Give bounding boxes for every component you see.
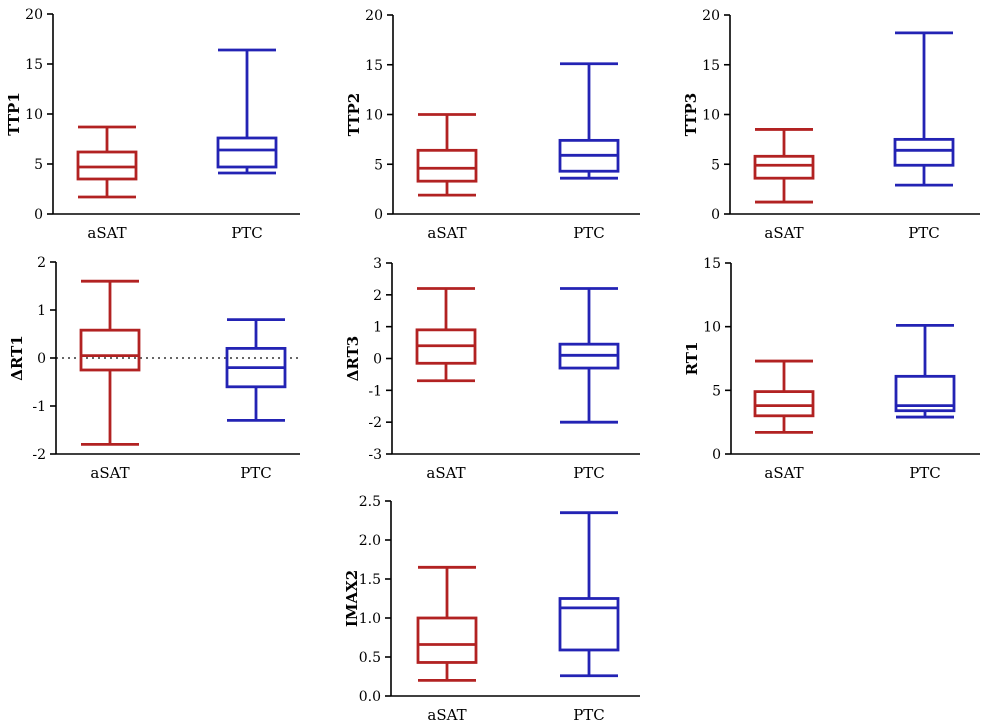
y-tick-label: 10: [365, 108, 383, 124]
y-tick-label: 0: [712, 447, 721, 463]
y-tick-label: 2: [37, 255, 46, 271]
y-tick-label: 5: [711, 157, 720, 173]
y-tick-label: 5: [712, 383, 721, 399]
y-tick-label: 0.5: [359, 650, 381, 666]
y-tick-label: 0: [711, 207, 720, 223]
y-tick-label: 0.0: [359, 689, 381, 705]
box-ptc: [894, 323, 956, 419]
y-tick-label: 2: [373, 288, 382, 304]
y-axis-label: ΔRT1: [8, 335, 26, 380]
category-label-ptc: PTC: [908, 224, 940, 242]
box-asat: [753, 128, 815, 204]
y-tick-label: 10: [702, 108, 720, 124]
box-ptc: [216, 48, 278, 175]
box-ptc: [893, 31, 955, 187]
y-tick-label: 2.0: [359, 533, 381, 549]
y-tick-label: 1: [37, 303, 46, 319]
category-label-asat: aSAT: [426, 464, 465, 482]
box-asat: [416, 113, 478, 197]
box-asat: [416, 565, 478, 682]
panel-rt1: -2 -1 0 1 2 ΔRT1 aSAT PTC: [8, 255, 300, 482]
box-asat: [76, 125, 138, 199]
y-tick-label: -3: [368, 447, 382, 463]
y-tick-label: 20: [25, 7, 43, 23]
y-tick-label: -1: [368, 383, 382, 399]
iqr-box: [416, 616, 478, 664]
y-tick-label: 2.5: [359, 494, 381, 510]
y-tick-label: 20: [702, 8, 720, 24]
box-ptc: [558, 287, 620, 424]
y-tick-label: 15: [25, 57, 43, 73]
iqr-box: [894, 374, 956, 413]
category-label-ptc: PTC: [573, 224, 605, 242]
y-tick-label: 10: [25, 107, 43, 123]
iqr-box: [753, 390, 815, 418]
y-tick-label: 20: [365, 8, 383, 24]
panel-rt1: 0 5 10 15 RT1 aSAT PTC: [683, 256, 980, 482]
panel-rt3: -3 -2 -1 0 1 2 3 ΔRT3 aSAT PTC: [344, 256, 640, 482]
y-tick-label: 15: [702, 58, 720, 74]
panel-ttp2: 0 5 10 15 20 TTP2 aSAT PTC: [345, 8, 640, 242]
y-tick-label: 10: [703, 320, 721, 336]
y-tick-label: -1: [32, 399, 46, 415]
box-asat: [415, 287, 477, 383]
category-label-ptc: PTC: [573, 706, 605, 724]
y-tick-label: 15: [703, 256, 721, 272]
y-tick-label: 5: [34, 157, 43, 173]
y-tick-label: -2: [32, 447, 46, 463]
y-tick-label: -2: [368, 415, 382, 431]
category-label-asat: aSAT: [427, 224, 466, 242]
box-ptc: [558, 62, 620, 180]
y-axis-label: TTP3: [682, 93, 700, 137]
y-tick-label: 1: [373, 320, 382, 336]
iqr-box: [79, 328, 141, 372]
category-label-asat: aSAT: [87, 224, 126, 242]
y-axis-label: RT1: [683, 342, 701, 376]
iqr-box: [558, 597, 620, 652]
y-tick-label: 0: [373, 352, 382, 368]
iqr-box: [893, 137, 955, 167]
y-axis-label: TTP2: [345, 93, 363, 137]
iqr-box: [216, 136, 278, 169]
y-axis-label: ΔRT3: [344, 336, 362, 381]
y-tick-label: 0: [374, 207, 383, 223]
y-tick-label: 0: [34, 207, 43, 223]
iqr-box: [753, 154, 815, 180]
category-label-asat: aSAT: [764, 464, 803, 482]
y-tick-label: 0: [37, 351, 46, 367]
iqr-box: [76, 150, 138, 181]
box-ptc: [558, 511, 620, 678]
y-tick-label: 1.0: [359, 611, 381, 627]
y-tick-label: 3: [373, 256, 382, 272]
iqr-box: [416, 148, 478, 183]
y-axis-label: IMAX2: [343, 570, 361, 627]
panel-ttp1: 0 5 10 15 20 TTP1 aSAT PTC: [5, 7, 300, 242]
category-label-ptc: PTC: [909, 464, 941, 482]
box-asat: [753, 359, 815, 434]
category-label-ptc: PTC: [573, 464, 605, 482]
panel-ttp3: 0 5 10 15 20 TTP3 aSAT PTC: [682, 8, 980, 242]
y-tick-label: 1.5: [359, 572, 381, 588]
box-asat: [79, 279, 141, 446]
panel-imax2: 0.0 0.5 1.0 1.5 2.0 2.5 IMAX2 aSAT PTC: [343, 494, 640, 724]
category-label-ptc: PTC: [240, 464, 272, 482]
category-label-ptc: PTC: [231, 224, 263, 242]
y-tick-label: 15: [365, 58, 383, 74]
category-label-asat: aSAT: [764, 224, 803, 242]
box-ptc: [225, 318, 287, 422]
y-axis-label: TTP1: [5, 92, 23, 136]
category-label-asat: aSAT: [427, 706, 466, 724]
category-label-asat: aSAT: [90, 464, 129, 482]
y-tick-label: 5: [374, 157, 383, 173]
